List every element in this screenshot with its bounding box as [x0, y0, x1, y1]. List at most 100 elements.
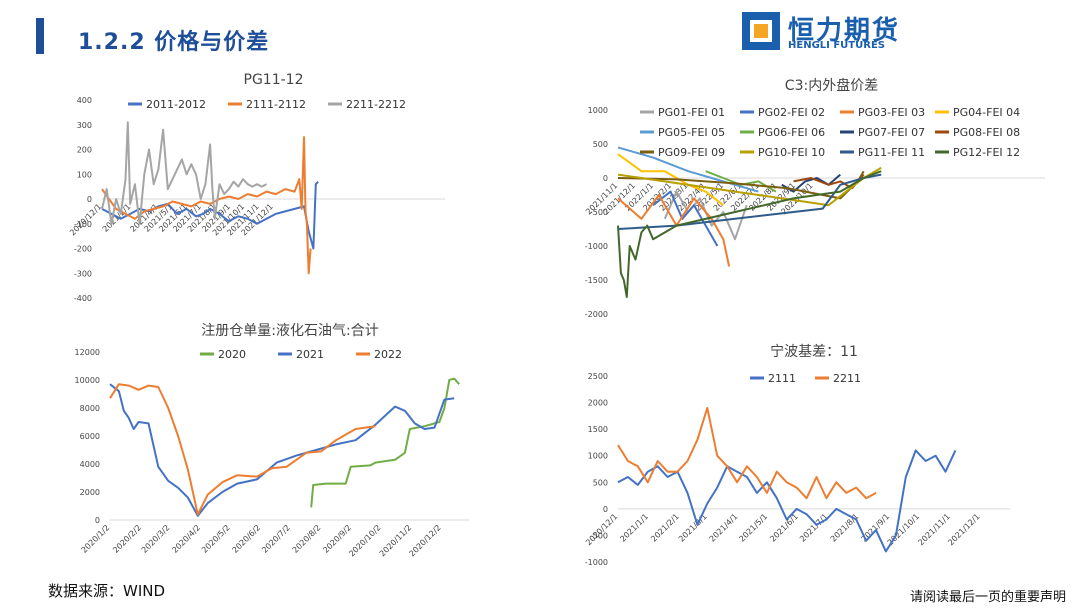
x-tick-label: 2021/2/1: [101, 202, 133, 234]
y-tick-label: 2000: [80, 488, 100, 497]
y-tick-label: 2500: [588, 372, 608, 381]
legend-entry: 2022: [374, 348, 402, 361]
y-tick-label: 400: [77, 96, 92, 105]
x-tick-label: 2020/7/2: [260, 523, 292, 555]
x-tick-label: 2021/8/1: [829, 512, 861, 544]
section-title: 1.2.2 价格与价差: [78, 30, 270, 55]
series-line: [101, 136, 312, 275]
series-line: [617, 170, 882, 298]
series-line: [109, 383, 455, 517]
x-tick-label: 2021/4/1: [708, 512, 740, 544]
legend-entry: PG06-FEI 06: [758, 126, 825, 139]
legend-entry: PG03-FEI 03: [858, 106, 925, 119]
y-tick-label: 8000: [80, 404, 100, 413]
legend-entry: PG08-FEI 08: [953, 126, 1020, 139]
y-tick-label: -500: [590, 531, 608, 540]
y-tick-label: 300: [77, 121, 92, 130]
x-tick-label: 2020/12/2: [407, 523, 442, 558]
y-tick-label: -100: [74, 220, 92, 229]
title-accent-bar: [36, 18, 44, 54]
series-line: [617, 153, 724, 206]
x-tick-label: 2021/3/1: [677, 512, 709, 544]
chart-title: C3:内外盘价差: [785, 77, 878, 94]
legend-entry: PG11-FEI 11: [858, 146, 925, 159]
y-tick-label: -500: [590, 208, 608, 217]
x-tick-label: 2021/5/1: [737, 512, 769, 544]
y-tick-label: -400: [74, 294, 92, 303]
x-tick-label: 2020/5/2: [200, 523, 232, 555]
y-tick-label: 1500: [588, 425, 608, 434]
y-tick-label: 1000: [588, 452, 608, 461]
y-tick-label: -200: [74, 245, 92, 254]
series-line: [101, 121, 267, 225]
series-line: [109, 383, 376, 516]
chart-ningbo: 宁波基差：11 2500 2000 1500 1000 500 0 -500 -1000 2020…: [584, 343, 1010, 567]
series-line: [652, 190, 719, 247]
legend-entry: PG04-FEI 04: [953, 106, 1020, 119]
y-tick-label: 100: [77, 170, 92, 179]
y-tick-label: 10000: [75, 376, 100, 385]
y-tick-label: 6000: [80, 432, 100, 441]
y-tick-label: -300: [74, 269, 92, 278]
y-tick-label: 2000: [588, 399, 608, 408]
logo-mark-icon: [742, 12, 780, 50]
series-line: [310, 377, 460, 508]
y-tick-label: 4000: [80, 460, 100, 469]
chart-c3: C3:内外盘价差10005000-500-1000-1500-20002021/…: [584, 77, 1045, 319]
x-tick-label: 2020/1/2: [80, 523, 112, 555]
x-tick-label: 2021/7/1: [798, 512, 830, 544]
y-tick-label: 500: [593, 140, 608, 149]
chart-title: 宁波基差：11: [770, 343, 858, 360]
legend-entry: PG01-FEI 01: [658, 106, 725, 119]
x-tick-label: 2020/6/2: [231, 523, 263, 555]
legend-entry: 2021: [296, 348, 324, 361]
series-line: [617, 194, 731, 267]
legend-entry: 2211-2212: [346, 98, 406, 111]
legend-entry: 2111-2112: [246, 98, 306, 111]
y-tick-label: 200: [77, 146, 92, 155]
logo-name-en: HENGLI FUTURES: [788, 40, 885, 51]
y-tick-label: -1000: [585, 558, 608, 567]
legend-entry: 2111: [768, 372, 796, 385]
x-tick-label: 2020/3/2: [140, 523, 172, 555]
data-source: 数据来源：WIND: [48, 582, 166, 600]
y-tick-label: -2000: [585, 310, 608, 319]
disclaimer: 请阅读最后一页的重要声明: [909, 590, 1066, 605]
legend-entry: PG05-FEI 05: [658, 126, 725, 139]
y-tick-label: 1000: [588, 106, 608, 115]
legend-entry: 2011-2012: [146, 98, 206, 111]
legend-entry: PG02-FEI 02: [758, 106, 825, 119]
chart-warehouse: 注册仓单量:液化石油气:合计 12000 10000 8000 6000 4000 2000…: [75, 323, 470, 558]
series-line: [781, 173, 841, 193]
x-tick-label: 2021/2/1: [649, 512, 681, 544]
logo-name-cn: 恒力期货: [788, 16, 901, 46]
x-tick-label: 2020/4/2: [170, 523, 202, 555]
x-tick-label: 2020/8/2: [291, 523, 323, 555]
x-tick-label: 2021/12/1: [946, 512, 981, 547]
chart-pg1112: PG11-124003002001000-100-200-300-4002020…: [68, 72, 445, 303]
series-line: [617, 406, 877, 500]
y-tick-label: 0: [87, 195, 92, 204]
y-tick-label: 12000: [75, 348, 100, 357]
x-tick-label: 2021/6/1: [768, 512, 800, 544]
series-line: [617, 166, 882, 207]
chart-title: 注册仓单量:液化石油气:合计: [201, 323, 378, 339]
legend-entry: PG12-FEI 12: [953, 146, 1020, 159]
y-tick-label: 0: [603, 505, 608, 514]
y-tick-label: 0: [603, 174, 608, 183]
legend-entry: PG10-FEI 10: [758, 146, 825, 159]
y-tick-label: -1500: [585, 276, 608, 285]
legend-entry: PG09-FEI 09: [658, 146, 725, 159]
chart-title: PG11-12: [244, 72, 304, 88]
x-tick-label: 2021/1/1: [618, 512, 650, 544]
legend-entry: 2020: [218, 348, 246, 361]
legend-entry: 2211: [833, 372, 861, 385]
y-tick-label: 500: [593, 478, 608, 487]
company-logo: 恒力期货 HENGLI FUTURES: [742, 10, 912, 54]
y-tick-label: -1000: [585, 242, 608, 251]
legend-entry: PG07-FEI 07: [858, 126, 925, 139]
x-tick-label: 2020/10/2: [347, 523, 382, 558]
x-tick-label: 2020/12/1: [584, 512, 619, 547]
y-tick-label: 0: [95, 516, 100, 525]
series-line: [617, 449, 957, 553]
